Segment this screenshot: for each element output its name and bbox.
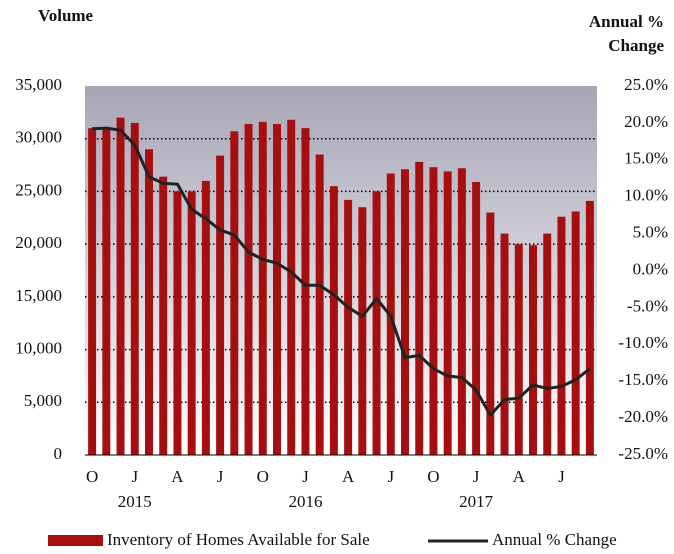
bar bbox=[230, 131, 239, 455]
bar bbox=[244, 123, 253, 455]
y2-tick-label: 15.0% bbox=[624, 149, 668, 168]
y-tick-label: 5,000 bbox=[24, 391, 62, 410]
x-tick-label: J bbox=[131, 467, 138, 486]
bar bbox=[571, 211, 580, 455]
bar bbox=[429, 167, 438, 455]
x-tick-label: J bbox=[302, 467, 309, 486]
y-tick-label: 10,000 bbox=[15, 338, 62, 357]
bar bbox=[372, 191, 381, 455]
legend-label: Inventory of Homes Available for Sale bbox=[107, 530, 370, 549]
x-tick-label: J bbox=[558, 467, 565, 486]
bar bbox=[301, 128, 310, 455]
y-tick-label: 25,000 bbox=[15, 180, 62, 199]
legend-swatch bbox=[48, 535, 103, 546]
y-axis-title: Volume bbox=[38, 6, 94, 25]
bar bbox=[344, 199, 353, 455]
x-tick-label: O bbox=[86, 467, 98, 486]
y2-tick-label: 0.0% bbox=[633, 259, 668, 278]
y2-tick-label: -15.0% bbox=[618, 370, 668, 389]
bar bbox=[173, 191, 182, 455]
x-tick-label: J bbox=[387, 467, 394, 486]
y2-axis-title: Annual % Change bbox=[588, 12, 664, 55]
x-tick-label: J bbox=[473, 467, 480, 486]
bar bbox=[159, 176, 168, 455]
bar bbox=[543, 233, 552, 455]
y2-tick-label: 5.0% bbox=[633, 223, 668, 242]
bar bbox=[145, 149, 153, 455]
x-year-label: 2015 bbox=[118, 492, 152, 511]
line bbox=[92, 126, 591, 417]
bar bbox=[315, 154, 324, 455]
x-year-label: 2016 bbox=[288, 492, 322, 511]
bar bbox=[443, 171, 452, 455]
bar bbox=[529, 245, 537, 455]
x-tick-label: A bbox=[513, 467, 526, 486]
x-tick-label: O bbox=[427, 467, 439, 486]
x-tick-label: A bbox=[171, 467, 184, 486]
bar bbox=[88, 128, 97, 455]
bar bbox=[457, 168, 466, 455]
y2-tick-label: -5.0% bbox=[627, 296, 668, 315]
x-tick-label: J bbox=[217, 467, 224, 486]
bar bbox=[273, 123, 281, 455]
bar bbox=[486, 212, 495, 455]
bar bbox=[358, 207, 367, 455]
legend-label: Annual % Change bbox=[492, 530, 617, 549]
y2-tick-label: -25.0% bbox=[618, 444, 668, 463]
bar bbox=[102, 128, 111, 455]
x-year-label: 2017 bbox=[459, 492, 494, 511]
bar bbox=[401, 169, 409, 455]
y2-tick-label: -20.0% bbox=[618, 407, 668, 426]
y-tick-label: 30,000 bbox=[15, 128, 62, 147]
bar bbox=[130, 122, 139, 456]
bar bbox=[514, 244, 523, 455]
y2-tick-label: -10.0% bbox=[618, 333, 668, 352]
bar bbox=[216, 155, 225, 455]
bar bbox=[287, 119, 296, 455]
bar bbox=[329, 186, 338, 455]
x-tick-label: O bbox=[257, 467, 269, 486]
y2-tick-label: 25.0% bbox=[624, 75, 668, 94]
bar bbox=[187, 191, 196, 455]
bar bbox=[585, 200, 594, 455]
y-tick-label: 35,000 bbox=[15, 75, 62, 94]
bar bbox=[415, 161, 424, 455]
bar bbox=[201, 180, 210, 455]
x-tick-label: A bbox=[342, 467, 355, 486]
y2-tick-label: 20.0% bbox=[624, 112, 668, 131]
bar bbox=[500, 233, 509, 455]
bar bbox=[116, 117, 125, 455]
bar bbox=[557, 216, 566, 455]
y-tick-label: 15,000 bbox=[15, 286, 62, 305]
plot-area bbox=[85, 86, 597, 455]
y-tick-label: 20,000 bbox=[15, 233, 62, 252]
y-tick-label: 0 bbox=[54, 444, 63, 463]
y2-tick-label: 10.0% bbox=[624, 186, 668, 205]
bar bbox=[472, 181, 481, 455]
bar bbox=[258, 121, 267, 456]
